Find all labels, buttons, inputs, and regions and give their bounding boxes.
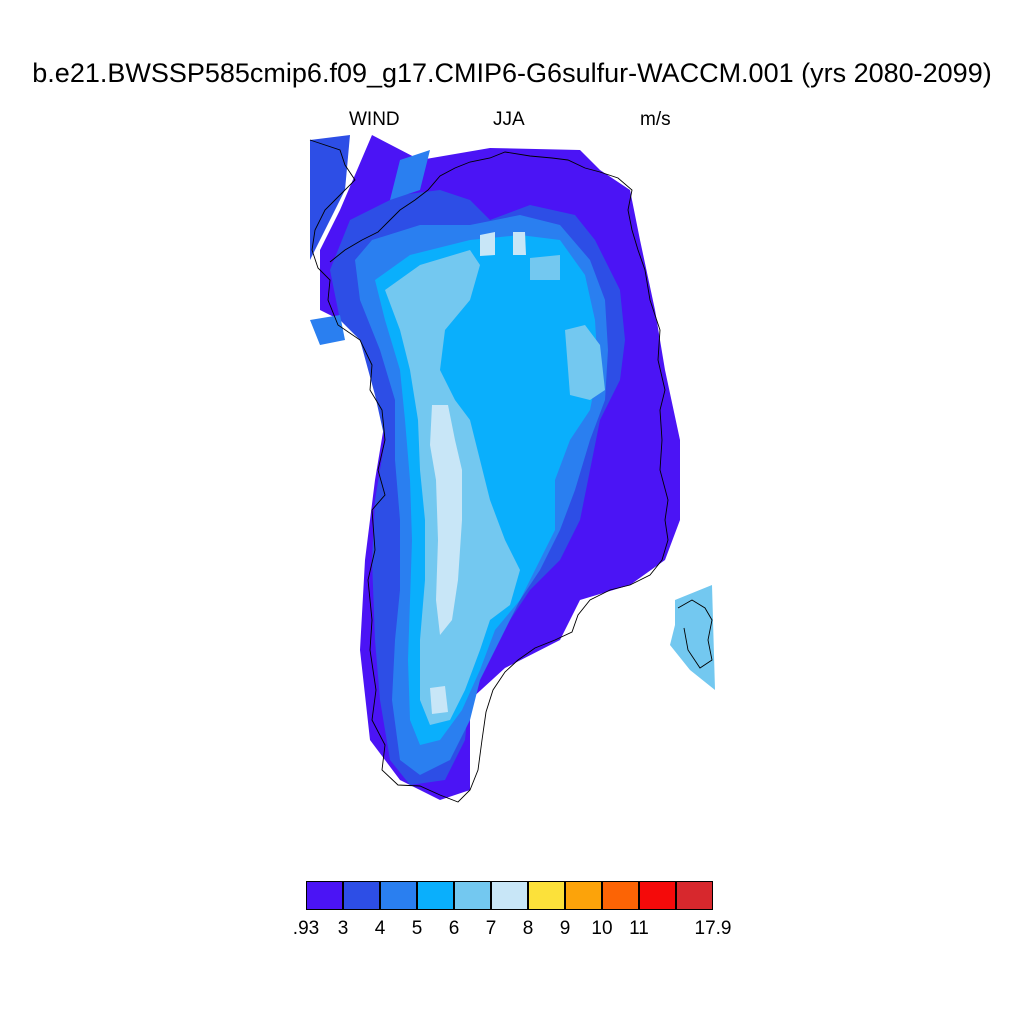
colorbar-label-3: 5 bbox=[411, 918, 423, 939]
colorbar-swatch-6 bbox=[528, 881, 565, 910]
wind-field-level-4-region-2 bbox=[530, 255, 560, 280]
colorbar-swatch-8 bbox=[602, 881, 639, 910]
colorbar-swatch-3 bbox=[417, 881, 454, 910]
wind-field-level-5-region-1 bbox=[430, 686, 448, 714]
colorbar-swatch-1 bbox=[343, 881, 380, 910]
wind-field-level-1-region-0 bbox=[310, 135, 350, 260]
colorbar-label-1: 3 bbox=[337, 918, 349, 939]
units-label: m/s bbox=[640, 109, 671, 130]
wind-field-level-4-region-1 bbox=[565, 325, 605, 400]
wind-field-level-2-region-2 bbox=[310, 315, 345, 345]
colorbar-swatch-9 bbox=[639, 881, 676, 910]
colorbar-swatch-2 bbox=[380, 881, 417, 910]
wind-field-level-5-region-0 bbox=[430, 405, 462, 635]
colorbar-swatch-0 bbox=[306, 881, 343, 910]
colorbar-swatch-5 bbox=[491, 881, 528, 910]
wind-field-level-4-region-3 bbox=[670, 585, 715, 690]
colorbar-label-0: .93 bbox=[292, 918, 320, 939]
wind-field-level-2-region-0 bbox=[390, 150, 430, 200]
colorbar-label-5: 7 bbox=[485, 918, 497, 939]
colorbar-label-4: 6 bbox=[448, 918, 460, 939]
colorbar-swatch-7 bbox=[565, 881, 602, 910]
map-title: b.e21.BWSSP585cmip6.f09_g17.CMIP6-G6sulf… bbox=[32, 58, 992, 88]
wind-field-level-5-region-3 bbox=[513, 232, 526, 255]
coastline-1 bbox=[677, 599, 713, 669]
colorbar-label-7: 9 bbox=[559, 918, 571, 939]
colorbar-label-8: 10 bbox=[591, 918, 613, 939]
colorbar-label-9: 11 bbox=[629, 918, 649, 939]
colorbar-swatch-10 bbox=[676, 881, 713, 910]
colorbar-swatch-4 bbox=[454, 881, 491, 910]
wind-field-level-5-region-2 bbox=[480, 232, 495, 256]
season-label: JJA bbox=[493, 109, 525, 130]
colorbar-label-11: 17.9 bbox=[694, 918, 732, 939]
colorbar-label-2: 4 bbox=[374, 918, 386, 939]
colorbar-label-6: 8 bbox=[522, 918, 534, 939]
coastline-0 bbox=[309, 139, 669, 803]
variable-label: WIND bbox=[349, 109, 400, 130]
